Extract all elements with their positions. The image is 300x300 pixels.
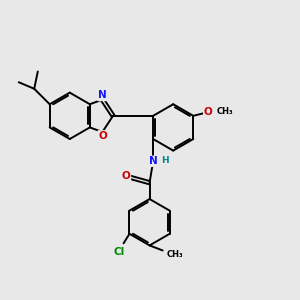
Text: O: O xyxy=(204,107,212,117)
Text: CH₃: CH₃ xyxy=(217,107,233,116)
Text: Cl: Cl xyxy=(114,247,125,256)
Text: N: N xyxy=(149,156,158,166)
Text: CH₃: CH₃ xyxy=(167,250,183,259)
Text: O: O xyxy=(122,171,130,181)
Text: H: H xyxy=(161,156,169,165)
Text: O: O xyxy=(98,131,107,141)
Text: N: N xyxy=(98,91,107,100)
